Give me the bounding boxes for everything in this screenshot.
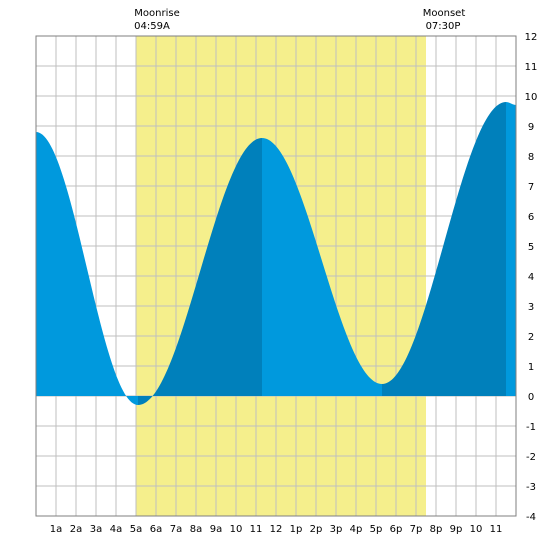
y-tick-label: 12	[525, 32, 538, 43]
tide-falling-area	[506, 102, 516, 396]
x-tick-label: 5a	[130, 524, 143, 535]
x-tick-label: 11	[250, 524, 263, 535]
x-tick-label: 8a	[190, 524, 203, 535]
moonset-label: Moonset	[423, 8, 466, 19]
x-tick-label: 1a	[50, 524, 63, 535]
x-tick-label: 3p	[330, 524, 343, 535]
x-tick-label: 10	[230, 524, 243, 535]
tide-falling-area	[36, 132, 138, 405]
x-tick-label: 6a	[150, 524, 163, 535]
y-tick-label: 11	[525, 62, 538, 73]
y-tick-label: 3	[528, 302, 534, 313]
y-tick-label: 7	[528, 182, 534, 193]
y-tick-label: -4	[526, 512, 536, 523]
x-tick-label: 9a	[210, 524, 223, 535]
x-tick-label: 12	[270, 524, 283, 535]
x-tick-label: 3a	[90, 524, 103, 535]
y-tick-label: 9	[528, 122, 534, 133]
y-tick-label: 0	[528, 392, 534, 403]
x-tick-label: 4p	[350, 524, 363, 535]
x-tick-label: 5p	[370, 524, 383, 535]
x-tick-label: 2a	[70, 524, 83, 535]
plot-border	[35, 35, 517, 517]
x-tick-label: 8p	[430, 524, 443, 535]
x-axis-tick-labels: 1a 2a 3a 4a 5a 6a 7a 8a 9a 10 11 12 1p 2p 3p 4p 5p 6p 7p 8p…	[50, 524, 503, 535]
tide-area-layer	[36, 102, 516, 405]
x-tick-label: 7p	[410, 524, 423, 535]
tide-rising-area	[382, 102, 506, 396]
moonrise-label: Moonrise	[134, 8, 179, 19]
y-tick-label: -1	[526, 422, 536, 433]
moonrise-time: 04:59A	[134, 21, 170, 32]
y-tick-label: -3	[526, 482, 536, 493]
moonset-time: 07:30P	[426, 21, 461, 32]
y-tick-label: 6	[528, 212, 534, 223]
x-tick-label: 9p	[450, 524, 463, 535]
y-tick-label: 8	[528, 152, 534, 163]
tide-rising-area	[138, 138, 262, 405]
x-tick-label: 11	[490, 524, 503, 535]
x-tick-label: 10	[470, 524, 483, 535]
x-tick-label: 1p	[290, 524, 303, 535]
y-tick-label: -2	[526, 452, 536, 463]
y-tick-label: 2	[528, 332, 534, 343]
x-tick-label: 4a	[110, 524, 123, 535]
y-tick-label: 1	[528, 362, 534, 373]
x-tick-label: 7a	[170, 524, 183, 535]
y-tick-label: 10	[525, 92, 538, 103]
y-tick-label: 4	[528, 272, 534, 283]
y-tick-label: 5	[528, 242, 534, 253]
x-tick-label: 6p	[390, 524, 403, 535]
tide-falling-area	[262, 138, 382, 396]
x-tick-label: 2p	[310, 524, 323, 535]
